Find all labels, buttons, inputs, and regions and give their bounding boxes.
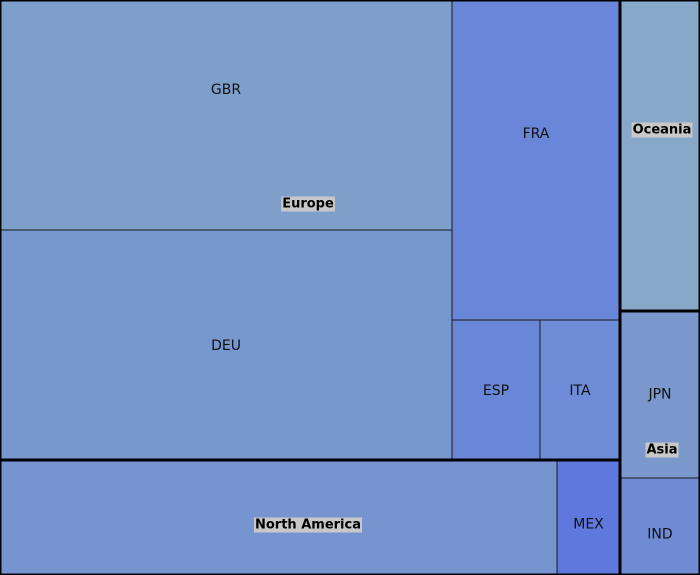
treemap-cell-esp: [451, 319, 541, 461]
treemap-cell-fra: [451, 0, 621, 321]
group-label-asia: Asia: [646, 443, 677, 458]
cell-label-mex: MEX: [573, 517, 604, 533]
group-label-oceania: Oceania: [633, 123, 692, 138]
group-label-background-north-america: [254, 517, 362, 533]
group-label-background-europe: [281, 196, 335, 212]
label-layer: GBR DEU FRA ESP ITA Europe MEX North America Oce…: [211, 82, 693, 543]
treemap-cell-deu: [0, 229, 453, 461]
treemap-cell-oceania-0: [619, 0, 700, 312]
group-label-background-oceania: [631, 122, 693, 138]
cell-label-gbr: GBR: [211, 82, 241, 98]
cell-label-fra: FRA: [523, 126, 550, 142]
group-label-background-asia: [645, 442, 679, 458]
group-border-asia: [618, 309, 700, 575]
group-label-europe: Europe: [282, 197, 334, 212]
cell-label-ind: IND: [647, 527, 672, 543]
cell-label-deu: DEU: [211, 338, 241, 354]
group-label-north-america: North America: [255, 518, 361, 533]
cell-label-ita: ITA: [569, 383, 591, 399]
treemap-cell-gbr: [0, 0, 453, 231]
cell-label-esp: ESP: [483, 383, 509, 399]
cell-label-jpn: JPN: [647, 387, 671, 403]
treemap-cell-ind: [619, 477, 700, 575]
